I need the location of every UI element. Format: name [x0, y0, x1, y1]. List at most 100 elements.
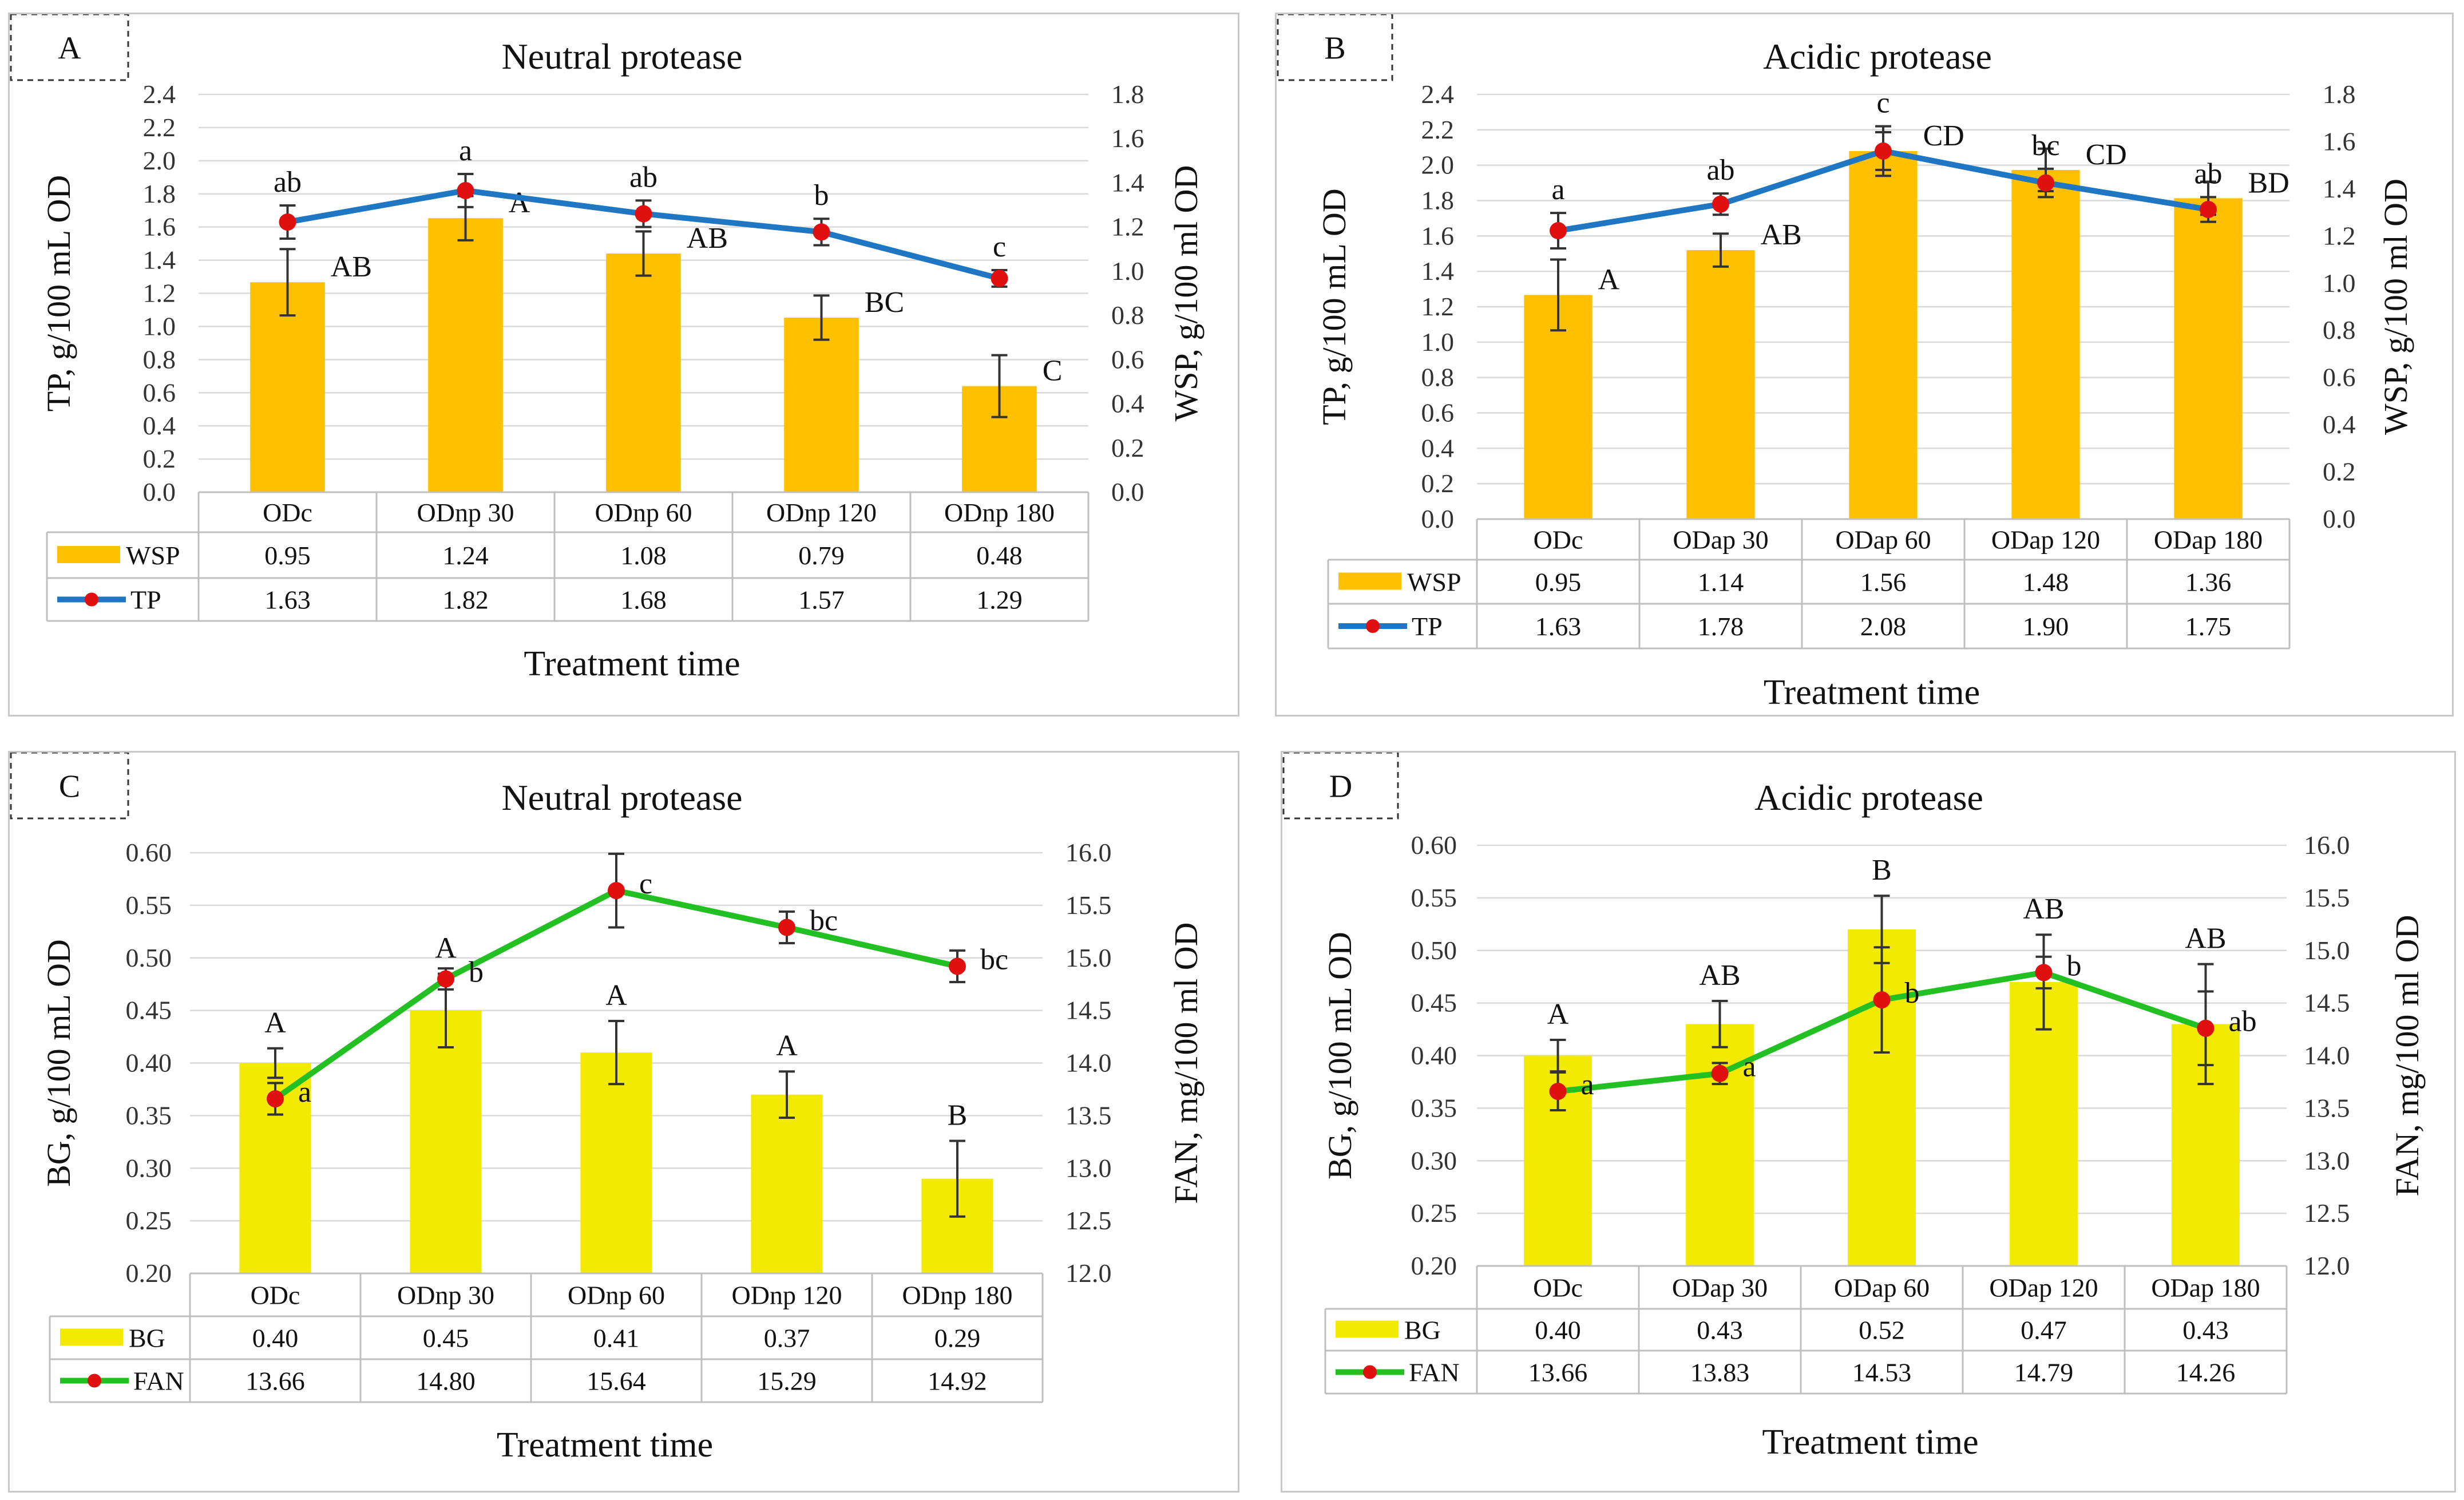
bar-significance-letter: AB	[687, 222, 728, 255]
x-axis-title: Treatment time	[1764, 673, 1980, 712]
x-category-label: ODap 120	[1989, 1273, 2098, 1303]
line-point	[1712, 195, 1729, 213]
chart-panel-d: D Acidic protease 0.20 0.25 0.30 0.35 0.40 0.45…	[1281, 751, 2456, 1493]
table-cell-line-value: 14.92	[928, 1367, 987, 1396]
y-left-tick-label: 0.8	[1421, 363, 1455, 392]
line-significance-letter: bc	[810, 904, 838, 937]
legend-label-bar: WSP	[1407, 568, 1461, 597]
x-axis-title: Treatment time	[1762, 1423, 1978, 1462]
x-category-label: ODnp 60	[568, 1281, 665, 1310]
line-significance-letter: ab	[2194, 157, 2222, 190]
legend-label-bar: BG	[1404, 1316, 1441, 1345]
table-cell-bar-value: 0.48	[976, 541, 1023, 570]
line-significance-letter: bc	[980, 943, 1008, 976]
table-cell-bar-value: 0.45	[423, 1324, 469, 1353]
x-category-label: ODap 120	[1991, 525, 2100, 555]
line-point	[778, 919, 795, 936]
bar	[580, 1052, 652, 1273]
bar-significance-letter: AB	[2023, 893, 2064, 925]
y-left-tick-label: 0.20	[1411, 1251, 1457, 1280]
bar-significance-letter: A	[264, 1007, 286, 1039]
panel-label-box	[1282, 753, 1399, 820]
table-cell-line-value: 1.82	[442, 585, 489, 615]
bar-significance-letter: C	[1043, 355, 1063, 387]
y-left-tick-label: 1.2	[143, 279, 176, 308]
table-cell-line-value: 1.78	[1698, 612, 1744, 641]
line-point	[991, 270, 1008, 287]
table-cell-line-value: 14.79	[2014, 1358, 2074, 1387]
table-cell-line-value: 15.64	[587, 1367, 646, 1396]
bar-significance-letter: A	[776, 1030, 798, 1062]
y-left-tick-label: 0.4	[1421, 433, 1455, 462]
table-cell-bar-value: 0.95	[264, 541, 311, 570]
line-point	[437, 970, 454, 988]
y-right-axis-title: WSP, g/100 ml OD	[1167, 165, 1205, 422]
y-left-tick-label: 0.8	[143, 345, 176, 374]
y-right-tick-label: 15.0	[2304, 936, 2350, 965]
x-category-label: ODnp 180	[902, 1281, 1013, 1310]
y-left-axis-title: BG, g/100 mL OD	[40, 939, 77, 1187]
y-right-tick-label: 16.0	[2304, 830, 2350, 860]
line-significance-letter: c	[993, 231, 1006, 263]
chart-title: Acidic protease	[1754, 777, 1983, 818]
legend-label-line: FAN	[133, 1367, 184, 1396]
y-right-tick-label: 1.0	[2323, 268, 2356, 298]
table-cell-line-value: 13.83	[1690, 1358, 1750, 1387]
y-left-tick-label: 0.60	[1411, 830, 1457, 860]
table-cell-line-value: 1.63	[264, 585, 311, 615]
line-significance-letter: ab	[1706, 154, 1734, 187]
table-cell-bar-value: 0.40	[252, 1324, 299, 1353]
table-cell-bar-value: 0.95	[1535, 568, 1582, 597]
y-right-tick-label: 13.5	[2304, 1093, 2350, 1122]
legend-key-marker	[1366, 619, 1380, 633]
line-significance-letter: a	[1581, 1068, 1594, 1101]
y-left-tick-label: 1.0	[1421, 327, 1455, 357]
line-significance-letter: ab	[629, 161, 657, 193]
line-significance-letter: c	[1876, 87, 1889, 120]
y-right-tick-label: 1.6	[2323, 126, 2356, 156]
bar-significance-letter: A	[509, 187, 530, 219]
y-right-tick-label: 14.5	[2304, 988, 2350, 1018]
x-category-label: ODnp 60	[595, 498, 692, 527]
y-left-tick-label: 0.0	[143, 477, 176, 506]
line-significance-letter: b	[469, 956, 484, 989]
y-right-tick-label: 1.6	[1111, 124, 1144, 153]
y-left-axis-title: TP, g/100 mL OD	[40, 175, 77, 412]
y-right-tick-label: 14.0	[2304, 1041, 2350, 1070]
y-right-tick-label: 12.0	[1065, 1258, 1112, 1288]
table-cell-bar-value: 0.40	[1535, 1316, 1581, 1345]
legend-key-marker	[1363, 1365, 1377, 1379]
x-category-label: ODnp 30	[397, 1281, 494, 1310]
y-left-tick-label: 0.35	[1411, 1093, 1457, 1122]
bar-significance-letter: A	[1547, 998, 1569, 1031]
bar	[784, 317, 859, 492]
panel-label: A	[58, 31, 81, 66]
y-left-tick-label: 2.4	[143, 80, 176, 109]
chart-d-svg: D Acidic protease 0.20 0.25 0.30 0.35 0.40 0.45…	[1282, 753, 2426, 1462]
table-cell-bar-value: 0.29	[934, 1324, 981, 1353]
bar	[1849, 151, 1918, 519]
bar	[2011, 169, 2080, 519]
y-right-tick-label: 0.2	[1111, 433, 1144, 462]
table-cell-bar-value: 1.56	[1860, 568, 1907, 597]
y-left-tick-label: 1.6	[1421, 221, 1455, 250]
y-right-tick-label: 1.2	[2323, 221, 2356, 250]
y-left-tick-label: 2.2	[143, 113, 176, 142]
table-cell-bar-value: 0.43	[1697, 1316, 1743, 1345]
y-right-tick-label: 12.5	[1065, 1206, 1112, 1235]
legend-key-bar	[1336, 1320, 1399, 1338]
table-cell-bar-value: 1.36	[2185, 568, 2232, 597]
y-right-tick-label: 0.4	[2323, 410, 2356, 439]
y-left-tick-label: 0.30	[126, 1153, 172, 1182]
y-left-tick-label: 0.40	[1411, 1041, 1457, 1070]
y-left-tick-label: 0.35	[126, 1101, 172, 1130]
y-left-tick-label: 0.2	[143, 444, 176, 473]
x-category-label: ODap 30	[1672, 1273, 1768, 1303]
bar-significance-letter: AB	[1761, 219, 1802, 251]
y-left-tick-label: 2.0	[1421, 151, 1455, 180]
line-significance-letter: a	[1551, 173, 1564, 206]
x-category-label: ODnp 120	[766, 498, 877, 527]
bar-significance-letter: B	[1872, 854, 1892, 886]
bar-significance-letter: A	[435, 932, 457, 964]
y-left-tick-label: 0.4	[143, 411, 176, 440]
